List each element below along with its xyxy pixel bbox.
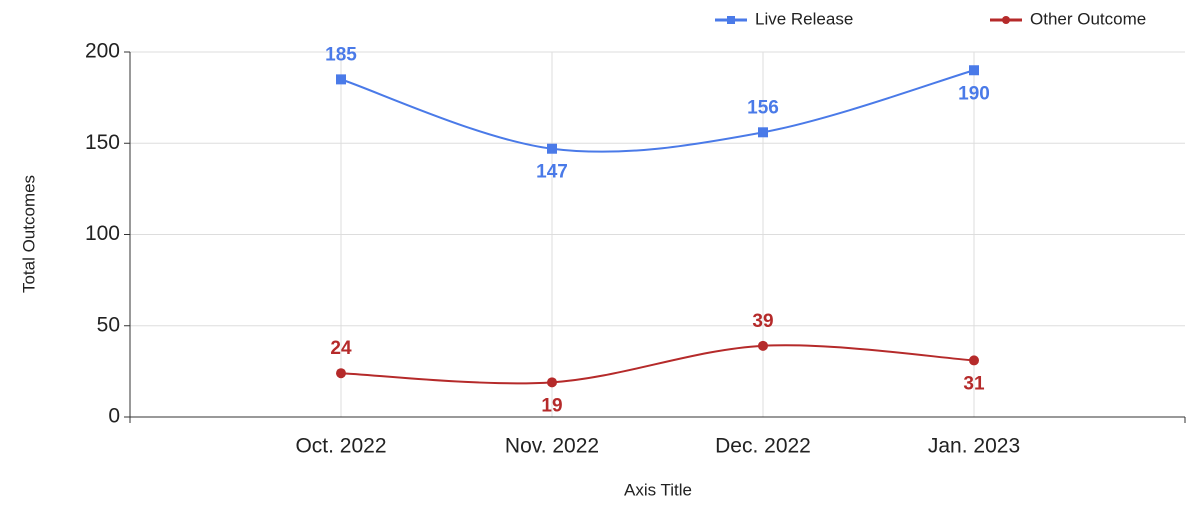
x-axis-title: Axis Title xyxy=(624,480,692,499)
marker xyxy=(336,74,346,85)
x-tick-label: Jan. 2023 xyxy=(928,435,1020,458)
marker xyxy=(336,368,346,379)
y-axis-title: Total Outcomes xyxy=(19,175,38,293)
marker xyxy=(969,65,979,76)
y-tick-label: 0 xyxy=(108,405,120,428)
data-label: 185 xyxy=(325,44,357,65)
marker xyxy=(547,377,557,388)
series-line xyxy=(340,69,975,153)
data-label: 147 xyxy=(536,162,568,183)
legend-label: Other Outcome xyxy=(1030,9,1146,28)
legend-marker xyxy=(727,16,735,24)
y-tick-label: 200 xyxy=(85,40,120,63)
y-tick-label: 100 xyxy=(85,222,120,245)
marker xyxy=(758,340,768,351)
data-label: 19 xyxy=(541,395,562,416)
data-label: 24 xyxy=(330,338,352,359)
y-tick-label: 150 xyxy=(85,131,120,154)
data-label: 190 xyxy=(958,83,990,104)
y-tick-label: 50 xyxy=(97,313,120,336)
data-label: 31 xyxy=(963,373,985,394)
x-tick-label: Nov. 2022 xyxy=(505,435,599,458)
x-tick-label: Oct. 2022 xyxy=(295,435,386,458)
legend-label: Live Release xyxy=(755,9,853,28)
legend-marker xyxy=(1002,16,1010,24)
data-label: 156 xyxy=(747,97,779,118)
marker xyxy=(758,127,768,138)
marker xyxy=(547,143,557,154)
data-label: 39 xyxy=(752,311,773,332)
marker xyxy=(969,355,979,366)
series-line xyxy=(340,344,975,385)
x-tick-label: Dec. 2022 xyxy=(715,435,811,458)
